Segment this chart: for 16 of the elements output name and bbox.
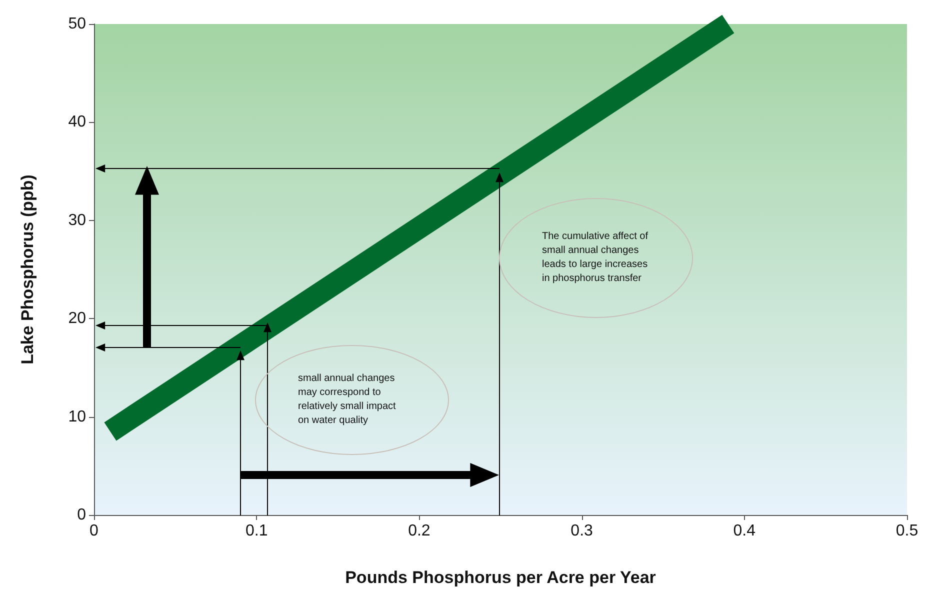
callout-ellipse: The cumulative affect of small annual changes leads to large increases in phosphorus transfer: [499, 198, 693, 318]
y-tick-label: 50: [68, 16, 86, 32]
x-tick-label: 0.1: [245, 522, 268, 540]
y-tick-label: 30: [68, 212, 86, 229]
y-tick-label: 10: [68, 408, 86, 426]
x-tick-label: 0.4: [733, 522, 756, 540]
callout-ellipse: small annual changes may correspond to relatively small impact on water quality: [255, 345, 449, 455]
x-axis-title: Pounds Phosphorus per Acre per Year: [345, 568, 656, 587]
x-tick-label: 0.3: [570, 522, 594, 540]
x-tick-label: 0.2: [408, 522, 430, 540]
x-tick-label: 0.5: [896, 522, 918, 540]
y-tick-label: 20: [68, 310, 86, 328]
y-tick-label: 40: [68, 114, 86, 131]
y-axis-title: Lake Phosphorus (ppb): [18, 174, 37, 364]
y-tick-label: 0: [77, 506, 86, 524]
x-tick-label: 0: [90, 522, 99, 540]
